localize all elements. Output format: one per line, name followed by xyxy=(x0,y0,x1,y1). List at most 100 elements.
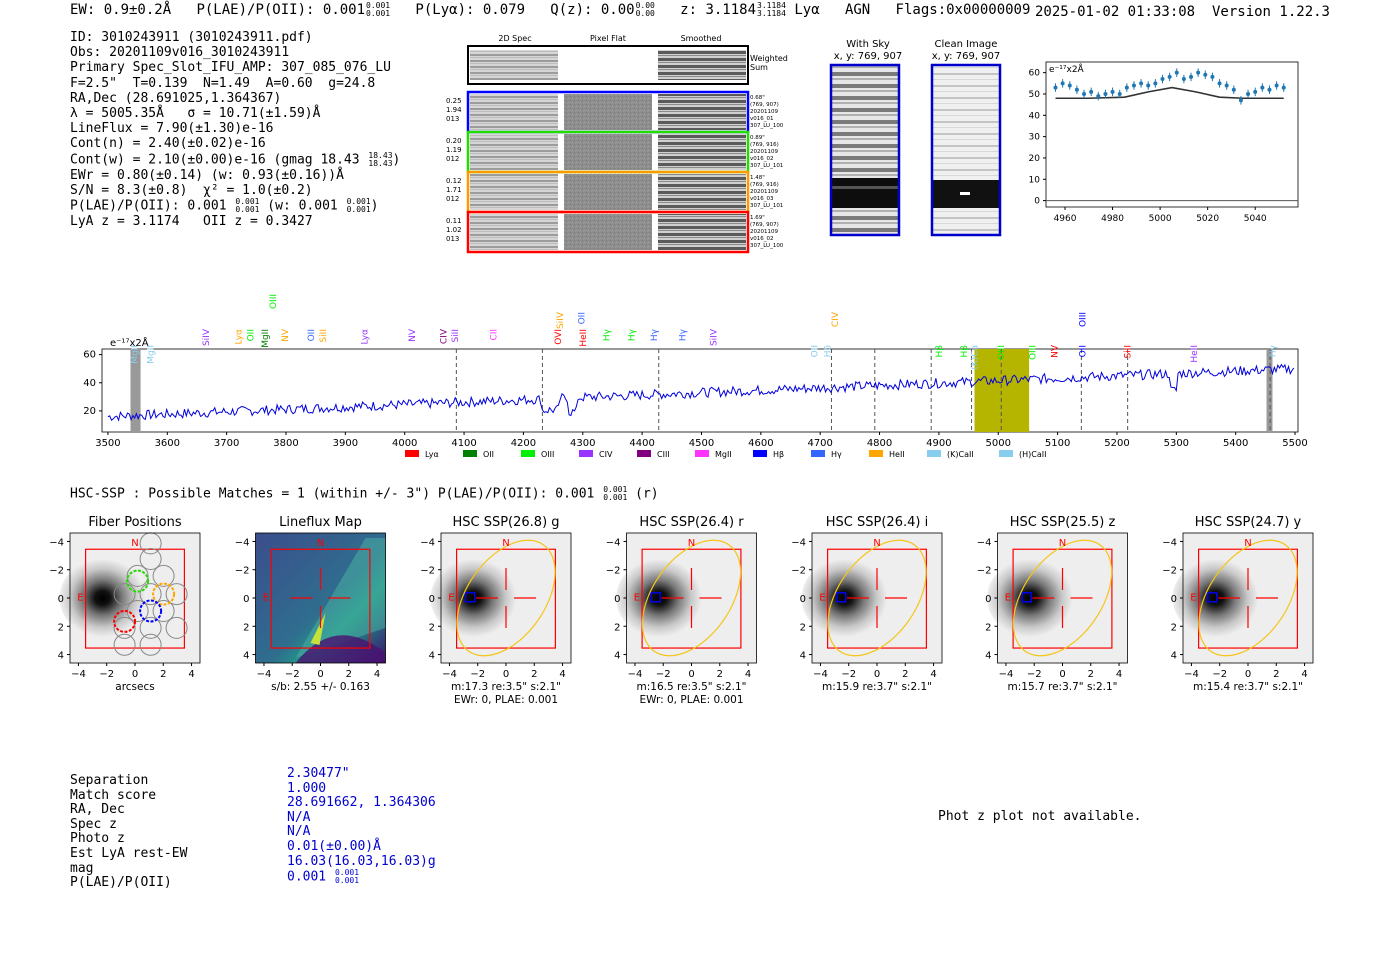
line-label: OIII xyxy=(997,345,1007,360)
east-marker: E xyxy=(1190,593,1196,604)
match-value: N/A xyxy=(287,824,311,840)
clean-image xyxy=(930,63,1002,237)
fiber-selected xyxy=(113,609,137,633)
xtick-label: −2 xyxy=(99,669,114,680)
row-meta-1: 0.89" xyxy=(750,135,765,141)
row-weight-3: 013 xyxy=(446,235,459,243)
match-value: N/A xyxy=(287,809,311,825)
line-label: SiIV xyxy=(709,328,719,346)
data-point xyxy=(1131,83,1136,88)
xtick-label: 5000 xyxy=(986,438,1011,449)
ytick-label: −2 xyxy=(791,566,806,577)
east-marker: E xyxy=(819,593,825,604)
data-point xyxy=(1124,85,1129,90)
line-label: SiIV xyxy=(202,328,212,346)
data-point xyxy=(1260,85,1265,90)
contw-line: Cont(w) = 2.10(±0.00)e-16 (gmag 18.43 18… xyxy=(70,150,401,168)
panel-sub2: EWr: 0, PLAE: 0.001 xyxy=(639,694,743,706)
data-point xyxy=(1181,77,1186,82)
ytick-label: 30 xyxy=(1029,133,1041,143)
line-label: OII xyxy=(578,312,588,324)
fiber-circle xyxy=(152,600,175,622)
legend-label: CIV xyxy=(599,450,613,459)
east-marker: E xyxy=(634,593,640,604)
line-label: NV xyxy=(408,328,418,342)
with-sky-title: With Sky xyxy=(846,39,890,50)
ytick-label: −4 xyxy=(1162,537,1177,548)
line-label: Lyα xyxy=(235,329,245,345)
line-label: Hγ xyxy=(627,328,637,341)
row-weight-1: 0.11 xyxy=(446,217,462,225)
data-point xyxy=(1174,70,1179,75)
contn-line: Cont(n) = 2.40(±0.02)e-16 xyxy=(70,136,266,152)
line-label: OII xyxy=(307,329,317,341)
full-units: e⁻¹⁷x2Å xyxy=(110,336,149,349)
row-meta-2: (769, 907) xyxy=(750,102,779,108)
ytick-label: −4 xyxy=(235,537,250,548)
panel-title: HSC SSP(25.5) z xyxy=(1010,515,1116,530)
xtick-label: 4300 xyxy=(570,438,595,449)
aperture-ellipse xyxy=(641,539,742,657)
line-label: SiIV xyxy=(556,311,566,329)
match-values: 2.30477" 1.000 28.691662, 1.364306 N/A N/A 0.… xyxy=(287,766,436,885)
col-flat-label: Pixel Flat xyxy=(590,34,626,43)
data-point xyxy=(1082,91,1087,96)
line-label: SiII xyxy=(451,329,461,343)
ytick-label: −2 xyxy=(235,566,250,577)
xtick-label: 2 xyxy=(1273,669,1279,680)
row-weight-2: 1.71 xyxy=(446,186,462,194)
match-labels: Separation Match score RA, Dec Spec z Photo … xyxy=(70,773,188,891)
xtick-label: −2 xyxy=(1212,669,1227,680)
fiber-circle xyxy=(139,583,162,606)
xtick-label: −2 xyxy=(841,669,856,680)
row-weight-2: 1.02 xyxy=(446,226,462,234)
aperture-ellipse xyxy=(1198,539,1298,657)
id-line: ID: 3010243911 (3010243911.pdf) xyxy=(70,30,313,45)
qz-text: Q(z): 0.00 xyxy=(550,2,635,18)
data-point xyxy=(1196,70,1201,75)
data-point xyxy=(1053,85,1058,90)
xtick-label: 0 xyxy=(1059,669,1065,680)
xtick-label: −2 xyxy=(470,669,485,680)
xtick-label: 2 xyxy=(531,669,537,680)
xtick-label: 0 xyxy=(317,669,323,680)
fiber-circle xyxy=(165,616,188,639)
aperture-ellipse xyxy=(1012,539,1113,657)
zoom-axes xyxy=(1045,61,1299,208)
z-errors: 3.1184 3.1184 xyxy=(757,1,786,18)
xtick-label: 4600 xyxy=(748,438,773,449)
match-label: Est LyA rest-EW xyxy=(70,845,188,861)
ytick-label: 60 xyxy=(83,350,96,361)
cutouts-panel: 2D Spec Pixel Flat Smoothed Weighted Sum… xyxy=(446,34,788,254)
line-label: MgII xyxy=(131,345,141,364)
hsc-summary: HSC-SSP : Possible Matches = 1 (within +… xyxy=(70,485,659,502)
xtick-label: 3500 xyxy=(95,438,120,449)
row-meta-2: (769, 907) xyxy=(750,222,779,228)
row-meta-5: 307_LU_100 xyxy=(750,243,784,249)
row-meta-4: v016_03 xyxy=(750,196,774,202)
panel-sub2: EWr: 0, PLAE: 0.001 xyxy=(454,694,558,706)
legend-label: HeII xyxy=(889,450,905,459)
xtick-label: 3600 xyxy=(155,438,180,449)
xtick-label: −4 xyxy=(999,669,1014,680)
panel-title: Fiber Positions xyxy=(88,515,181,530)
line-label: MgII xyxy=(261,329,271,348)
ytick-label: −2 xyxy=(49,566,64,577)
ifu-box xyxy=(1012,548,1113,649)
ytick-label: 4 xyxy=(985,651,991,662)
plae-errors: 0.001 0.001 xyxy=(366,1,391,18)
xtick-label: 4980 xyxy=(1101,214,1124,224)
data-point xyxy=(1117,91,1122,96)
lineflux-line: LineFlux = 7.90(±1.30)e-16 xyxy=(70,121,274,137)
xtick-label: 4 xyxy=(745,669,751,680)
data-point xyxy=(1238,98,1243,103)
row-meta-2: (769, 916) xyxy=(750,142,779,148)
primary-line: Primary Spec_Slot_IFU_AMP: 307_085_076_L… xyxy=(70,60,391,76)
panel-title: Lineflux Map xyxy=(279,515,362,530)
ytick-label: 2 xyxy=(800,622,806,633)
match-value: 16.03(16.03,16.03)g xyxy=(287,853,436,869)
line-label: OII xyxy=(810,345,820,357)
